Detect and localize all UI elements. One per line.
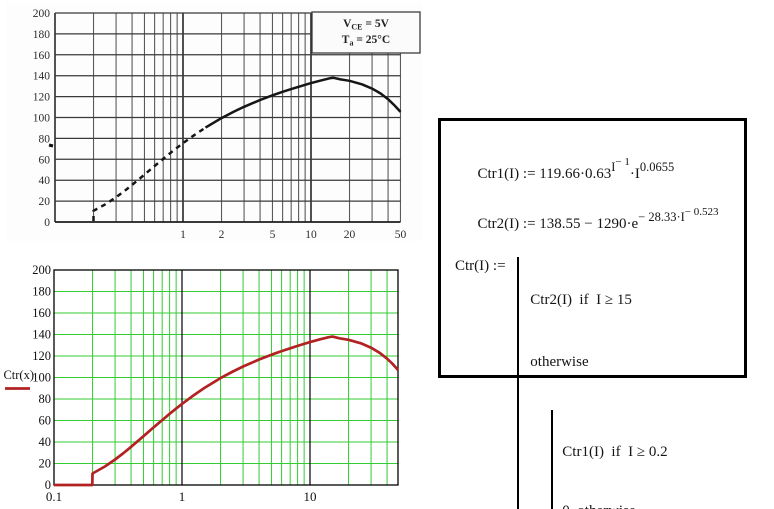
program-branch-1: Ctr2(I) if I ≥ 15 (530, 292, 632, 308)
plot-frame (53, 269, 399, 486)
svg-text:5: 5 (270, 229, 276, 241)
svg-text:20: 20 (39, 196, 51, 208)
ctr-lhs: Ctr(I) := (455, 258, 510, 274)
program-branch-2: otherwise (530, 354, 589, 370)
scan-x-tick-labels: 1 2 5 10 20 50 (180, 229, 406, 241)
svg-text:200: 200 (33, 8, 51, 20)
svg-text:180: 180 (33, 29, 51, 41)
svg-text:0: 0 (44, 217, 50, 229)
svg-text:Ta = 25°C: Ta = 25°C (342, 34, 390, 48)
svg-text:20: 20 (39, 457, 52, 471)
svg-text:200: 200 (32, 263, 51, 277)
svg-text:20: 20 (344, 229, 356, 241)
svg-text:160: 160 (32, 306, 51, 320)
svg-text:0.1: 0.1 (46, 489, 62, 504)
svg-text:120: 120 (33, 92, 51, 104)
svg-text:2: 2 (219, 229, 225, 241)
svg-text:100: 100 (33, 113, 51, 125)
svg-text:10: 10 (304, 489, 317, 504)
program-branch-3: Ctr1(I) if I ≥ 0.2 (562, 444, 668, 460)
svg-text:60: 60 (39, 154, 51, 166)
formula-ctr1[interactable]: Ctr1(I) := 119.66·0.63I− 1·I0.0655 (455, 149, 675, 200)
plot-x-tick-labels: 0.1 1 10 (46, 489, 317, 504)
svg-text:60: 60 (39, 414, 52, 428)
ctr1-factor-exponent: 0.0655 (639, 160, 675, 174)
formula-ctr-program[interactable]: Ctr(I) := Ctr2(I) if I ≥ 15 otherwise Ct… (455, 257, 668, 509)
program-inner-branch: Ctr1(I) if I ≥ 0.2 0 otherwise (551, 410, 668, 509)
ctr2-exponent: − 28.33·I− 0.523 (638, 206, 719, 224)
mathcad-formula-region[interactable]: Ctr1(I) := 119.66·0.63I− 1·I0.0655 Ctr2(… (438, 118, 747, 509)
ctr-trace (54, 335, 400, 487)
ctr1-body: 119.66·0.63 (539, 166, 612, 182)
svg-text:140: 140 (33, 71, 51, 83)
svg-text:10: 10 (305, 229, 317, 241)
y-axis-expression: Ctr(x) (3, 368, 34, 382)
plot-y-tick-labels: 0 20 40 60 80 100 120 140 160 180 200 (32, 263, 51, 492)
ctr1-lhs: Ctr1(I) := (477, 166, 540, 182)
svg-text:40: 40 (39, 435, 52, 449)
ctr1-exponent: I− 1 (611, 156, 630, 174)
mathcad-plot[interactable]: 0 20 40 60 80 100 120 140 160 180 200 0.1 1 10 Ctr(x) (0, 252, 430, 509)
scan-artifact (48, 143, 54, 148)
ctr1-factor: ·I (629, 166, 640, 182)
datasheet-scan-chart[interactable]: 0 20 40 60 80 100 120 140 160 180 200 1 2 5 10 20 50 VCE … (0, 0, 430, 250)
formula-ctr2[interactable]: Ctr2(I) := 138.55 − 1290·e− 28.33·I− 0.5… (455, 199, 719, 250)
svg-text:50: 50 (395, 229, 407, 241)
svg-text:180: 180 (32, 285, 51, 299)
program-branch-4: 0 otherwise (562, 503, 667, 509)
plot-grid (54, 270, 398, 485)
trace-legend: Ctr(x) (3, 368, 34, 390)
svg-text:120: 120 (32, 349, 51, 363)
svg-text:40: 40 (39, 175, 51, 187)
svg-text:100: 100 (32, 371, 51, 385)
ctr2-body: 138.55 − 1290·e (539, 216, 639, 232)
svg-text:80: 80 (39, 133, 51, 145)
svg-text:160: 160 (33, 50, 51, 62)
scan-grid (54, 12, 402, 223)
svg-text:VCE = 5V: VCE = 5V (343, 18, 389, 32)
ctr2-lhs: Ctr2(I) := (477, 216, 540, 232)
annotation-box: VCE = 5V Ta = 25°C (311, 11, 421, 54)
svg-text:0: 0 (45, 478, 51, 492)
program-outer-branch: Ctr2(I) if I ≥ 15 otherwise Ctr1(I) if I… (517, 257, 668, 509)
scan-y-tick-labels: 0 20 40 60 80 100 120 140 160 180 200 (33, 8, 51, 229)
svg-text:80: 80 (39, 392, 52, 406)
scan-ctr-curve (92, 76, 402, 221)
svg-text:140: 140 (32, 328, 51, 342)
svg-text:1: 1 (180, 229, 186, 241)
svg-text:1: 1 (179, 489, 186, 504)
